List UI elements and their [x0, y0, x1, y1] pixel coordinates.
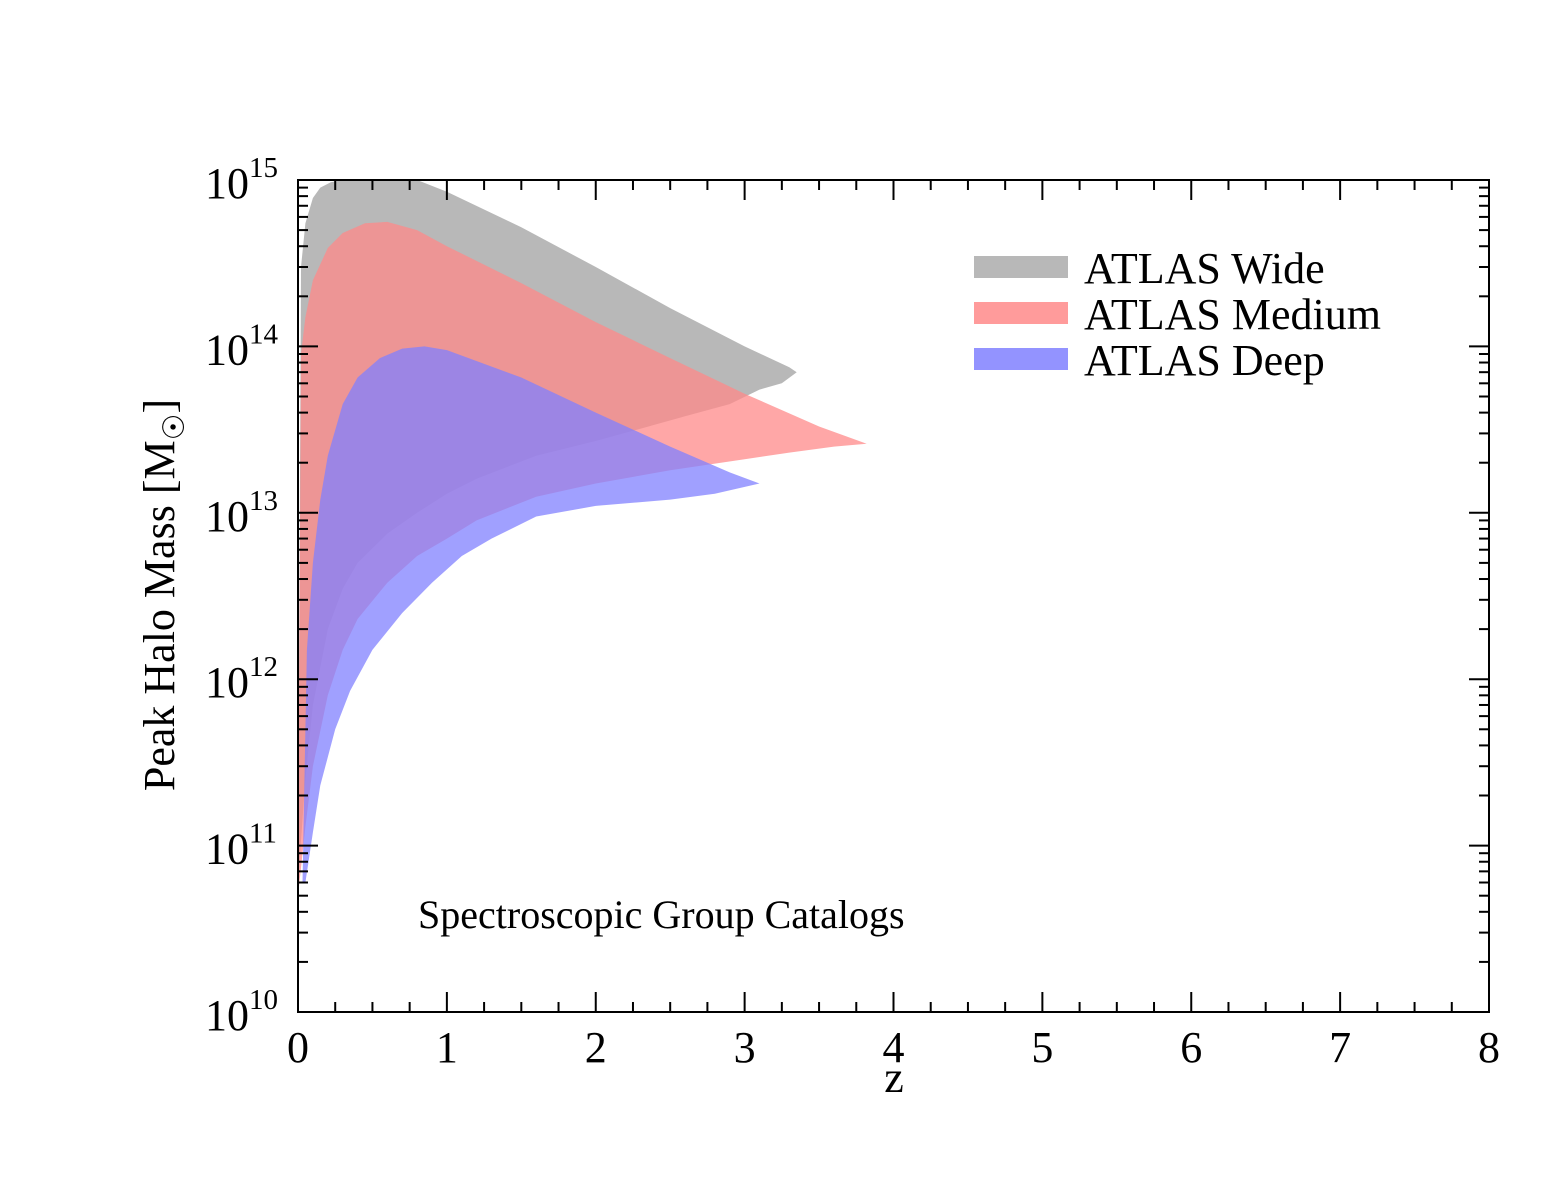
x-tick-label: 0 [287, 1023, 309, 1072]
y-tick-label: 1011 [205, 818, 277, 874]
y-tick-label: 1015 [205, 152, 278, 208]
x-tick-label: 4 [883, 1023, 905, 1072]
legend-label-atlas-medium: ATLAS Medium [1084, 290, 1381, 339]
legend-swatch-atlas-wide [974, 256, 1068, 278]
y-axis-title-sub: ☉ [158, 414, 191, 441]
y-tick-label: 1012 [205, 651, 278, 707]
legend-swatch-atlas-deep [974, 348, 1068, 370]
legend-swatch-atlas-medium [974, 302, 1068, 324]
axes-layer: 0 1 2 3 4 5 6 7 8 1010 1011 1012 1013 1014 1015 [205, 152, 1500, 1072]
x-tick-label: 6 [1180, 1023, 1202, 1072]
y-tick-label: 1010 [205, 984, 278, 1040]
annotation-text: Spectroscopic Group Catalogs [418, 892, 905, 937]
x-axis-title: z [884, 1053, 904, 1102]
y-tick-label: 1013 [205, 485, 278, 541]
y-axis-title: Peak Halo Mass [M☉] [135, 399, 191, 791]
x-tick-label: 2 [585, 1023, 607, 1072]
legend-label-atlas-wide: ATLAS Wide [1084, 244, 1325, 293]
series-band-atlas-deep [302, 346, 760, 883]
x-tick-label: 7 [1329, 1023, 1351, 1072]
x-tick-label: 1 [436, 1023, 458, 1072]
x-tick-label: 8 [1478, 1023, 1500, 1072]
x-tick-label: 5 [1031, 1023, 1053, 1072]
y-tick-label: 1014 [205, 318, 279, 374]
series-layer [298, 180, 867, 896]
y-axis-title-main: Peak Halo Mass [M [135, 440, 184, 791]
y-axis-title-close: ] [135, 399, 184, 414]
x-tick-label: 3 [734, 1023, 756, 1072]
legend-label-atlas-deep: ATLAS Deep [1084, 336, 1325, 385]
